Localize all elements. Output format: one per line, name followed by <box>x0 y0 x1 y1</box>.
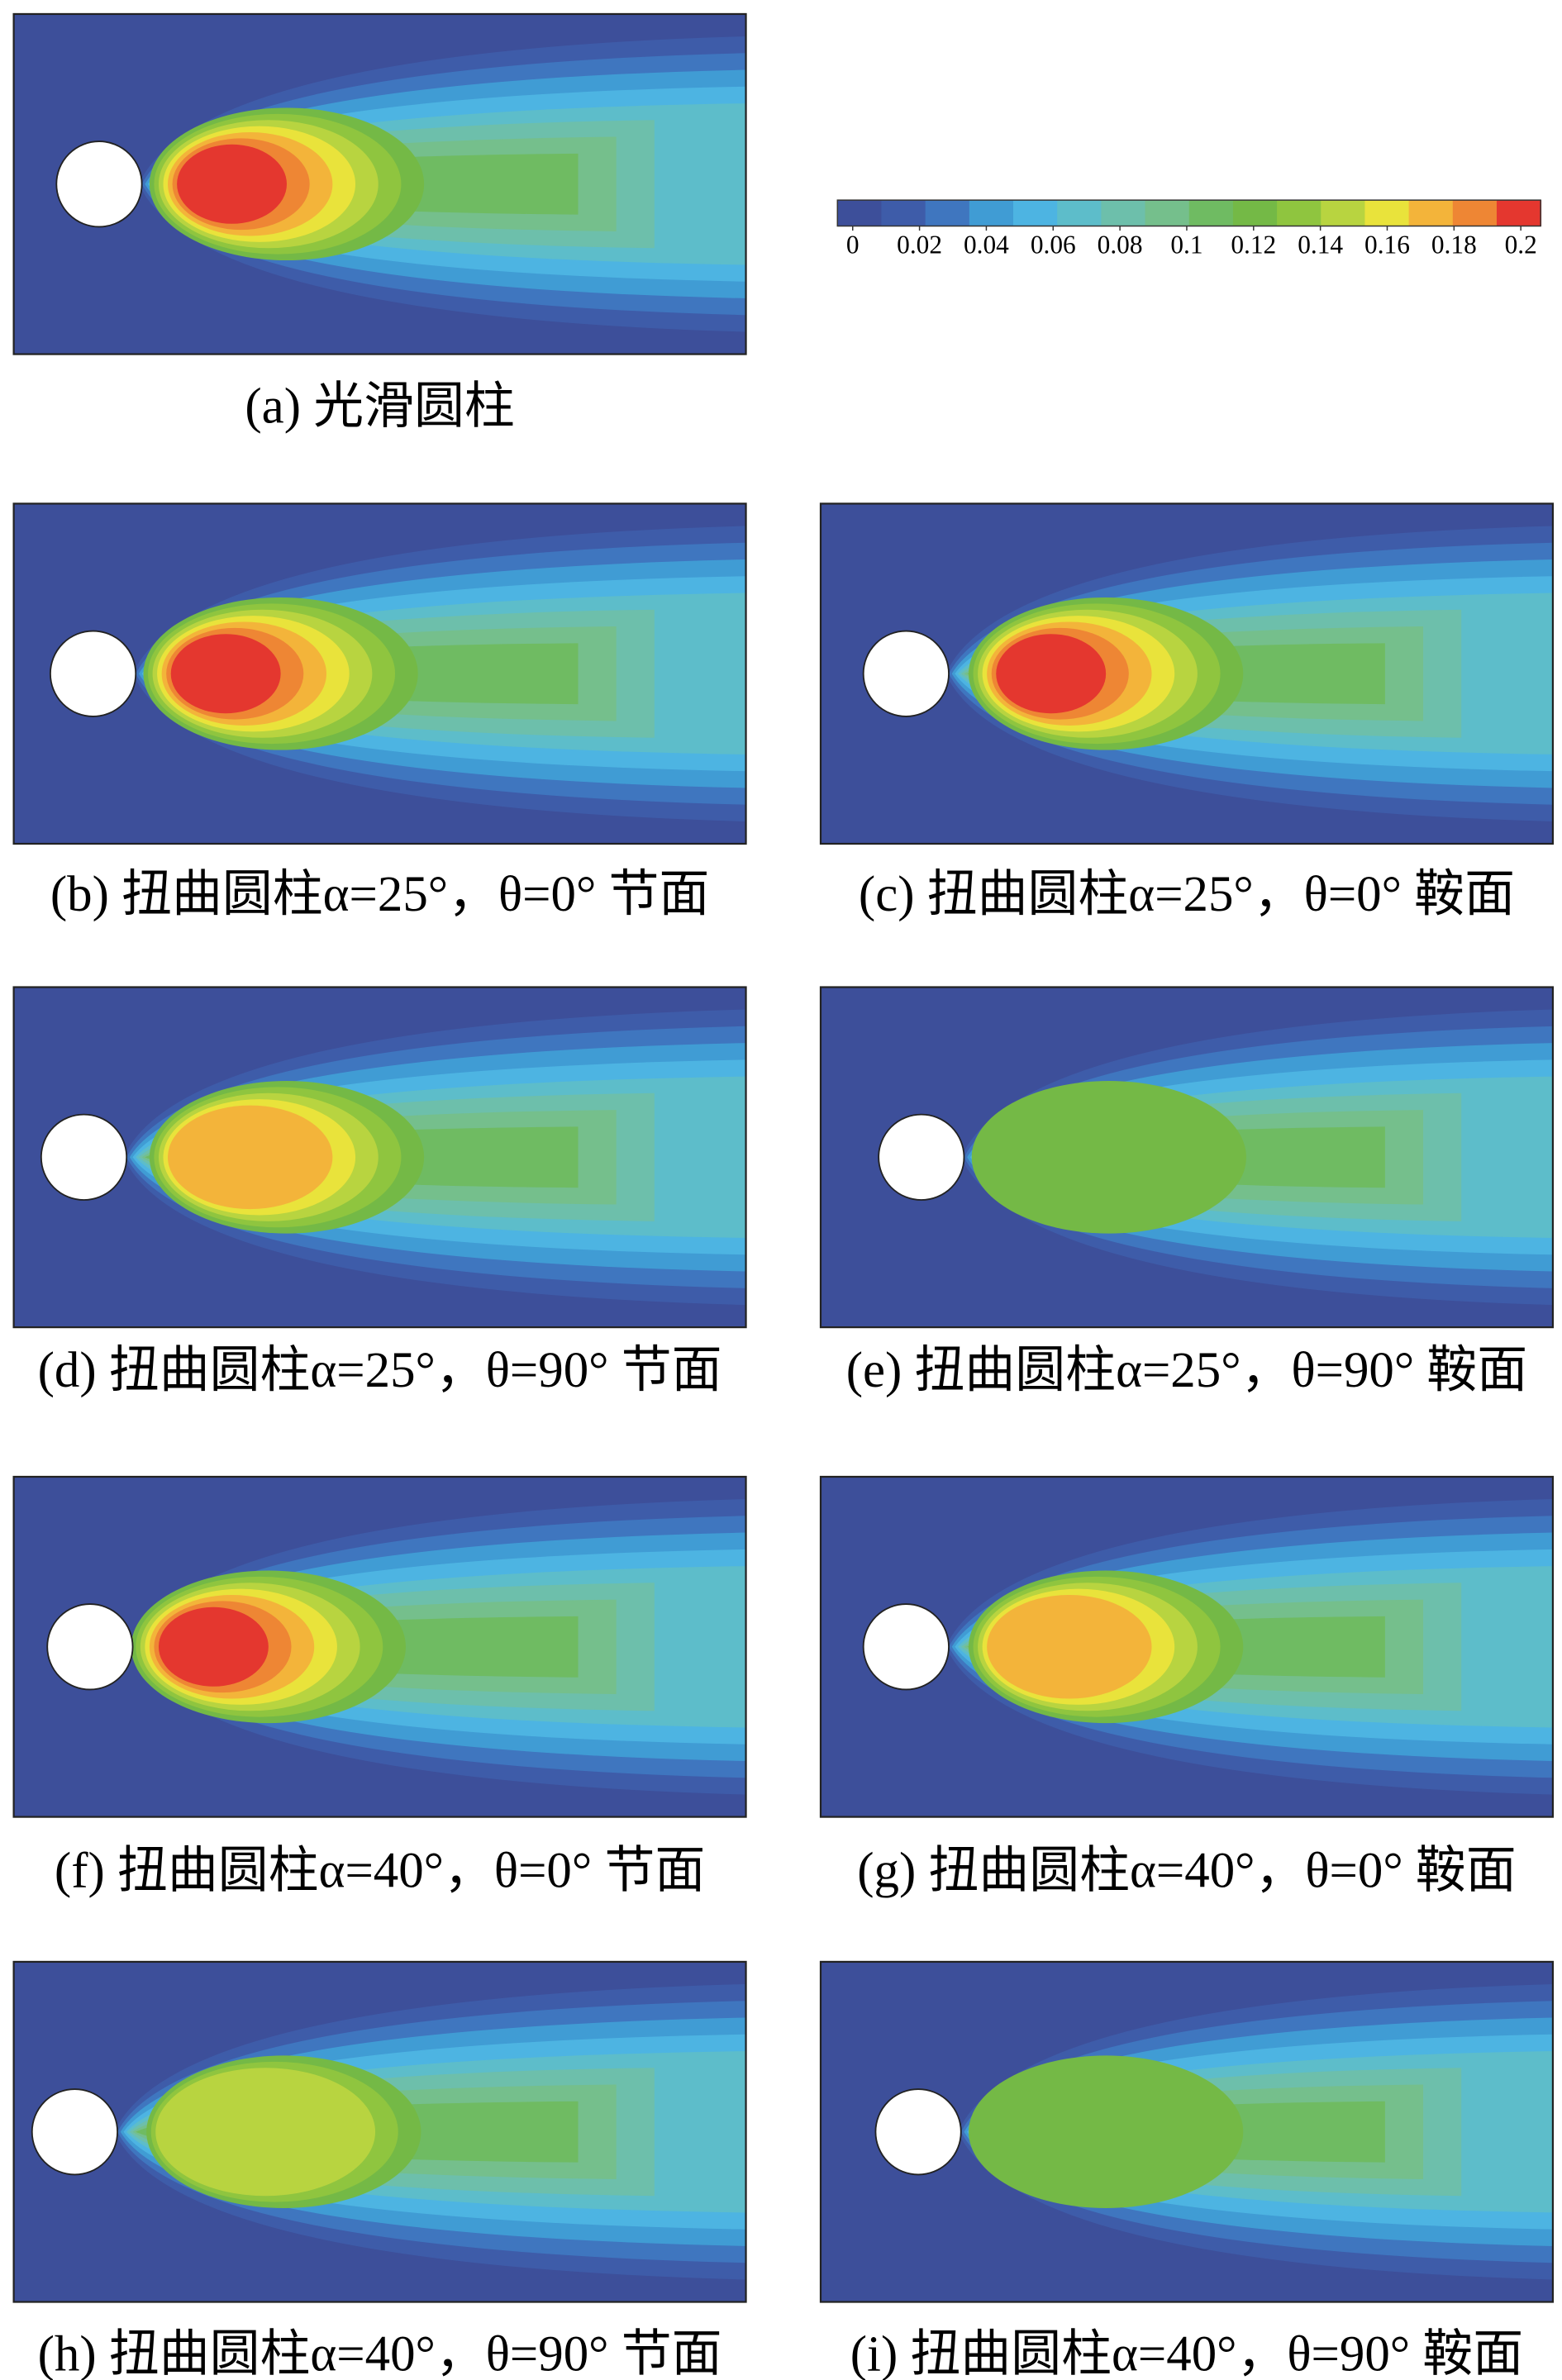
cylinder <box>49 630 137 717</box>
panel-caption: (i) 扭曲圆柱α=40°，θ=90° 鞍面 <box>850 2327 1523 2380</box>
contour-panel <box>819 502 1555 845</box>
cylinder <box>40 1113 128 1201</box>
colorbar-tick-label: 0.16 <box>1364 231 1410 259</box>
colorbar-tick-label: 0.04 <box>964 231 1009 259</box>
panel-caption: (e) 扭曲圆柱α=25°，θ=90° 鞍面 <box>846 1343 1527 1398</box>
contour-panel <box>12 1475 747 1818</box>
colorbar-swatch <box>1277 200 1322 226</box>
cylinder <box>31 2088 119 2176</box>
colorbar-swatch <box>1057 200 1102 226</box>
contour-band <box>987 1595 1152 1699</box>
contour-field <box>13 987 746 1328</box>
panel-frame <box>12 502 747 845</box>
contour-field <box>820 987 1553 1328</box>
panel-frame <box>819 1960 1555 2303</box>
contour-field <box>820 1476 1553 1817</box>
panel-caption: (d) 扭曲圆柱α=25°，θ=90° 节面 <box>38 1343 722 1398</box>
colorbar-swatch <box>1408 200 1454 226</box>
contour-band <box>177 144 287 224</box>
contour-field <box>13 1476 746 1817</box>
colorbar-swatch <box>881 200 926 226</box>
contour-panel <box>12 502 747 845</box>
colorbar-tick-label: 0.02 <box>897 231 942 259</box>
contour-band <box>170 634 281 714</box>
contour-field <box>13 503 746 845</box>
colorbar-tick-label: 0.08 <box>1098 231 1143 259</box>
colorbar-tick-label: 0.18 <box>1431 231 1477 259</box>
colorbar-swatch <box>1013 200 1059 226</box>
cylinder <box>878 1113 965 1201</box>
panel-frame <box>819 986 1555 1329</box>
panel-caption: (c) 扭曲圆柱α=25°，θ=0° 鞍面 <box>859 867 1515 922</box>
panel-caption: (g) 扭曲圆柱α=40°，θ=0° 鞍面 <box>857 1843 1516 1898</box>
cylinder <box>55 140 143 228</box>
colorbar-tick-label: 0.06 <box>1031 231 1076 259</box>
contour-band <box>158 1606 269 1687</box>
contour-panel <box>12 1960 747 2303</box>
colorbar-tick-label: 0.12 <box>1231 231 1276 259</box>
cylinder <box>46 1603 134 1691</box>
cylinder <box>874 2088 962 2176</box>
contour-panel <box>819 986 1555 1329</box>
panel-frame <box>12 1960 747 2303</box>
colorbar-swatch <box>1101 200 1146 226</box>
colorbar-tick-label: 0.2 <box>1505 231 1537 259</box>
panel-frame <box>12 986 747 1329</box>
panel-caption: (a) 光滑圆柱 <box>245 379 514 435</box>
colorbar-frame <box>836 199 1541 227</box>
panel-frame <box>12 1475 747 1818</box>
panel-frame <box>819 1475 1555 1818</box>
colorbar-tick-label: 0 <box>846 231 860 259</box>
contour-panel <box>12 986 747 1329</box>
panel-caption: (f) 扭曲圆柱α=40°，θ=0° 节面 <box>55 1843 705 1898</box>
contour-field <box>820 503 1553 845</box>
colorbar-swatch <box>1496 200 1542 226</box>
contour-band <box>971 1081 1246 1234</box>
panel-caption: (b) 扭曲圆柱α=25°，θ=0° 节面 <box>50 867 709 922</box>
colorbar-tick-label: 0.14 <box>1298 231 1343 259</box>
contour-field <box>13 13 746 355</box>
colorbar-swatch <box>837 200 883 226</box>
contour-field <box>13 1961 746 2302</box>
contour-field <box>820 1961 1553 2302</box>
panel-caption: (h) 扭曲圆柱α=40°，θ=90° 节面 <box>38 2327 722 2380</box>
panel-frame <box>819 502 1555 845</box>
contour-panel <box>819 1960 1555 2303</box>
contour-band <box>168 1105 333 1210</box>
colorbar-swatch <box>1364 200 1410 226</box>
colorbar-swatch <box>1321 200 1366 226</box>
colorbar-swatch <box>1232 200 1279 226</box>
colorbar-swatch <box>1145 200 1190 226</box>
cylinder <box>862 1603 950 1691</box>
colorbar-swatch <box>925 200 970 226</box>
contour-band <box>155 2068 376 2197</box>
contour-band <box>996 634 1107 714</box>
colorbar-tick-label: 0.1 <box>1170 231 1202 259</box>
contour-panel <box>12 12 747 355</box>
contour-panel <box>819 1475 1555 1818</box>
colorbar-swatch <box>969 200 1014 226</box>
colorbar-swatch <box>1452 200 1498 226</box>
contour-band <box>969 2055 1244 2209</box>
cylinder <box>862 630 950 717</box>
panel-frame <box>12 12 747 355</box>
colorbar-swatch <box>1188 200 1234 226</box>
